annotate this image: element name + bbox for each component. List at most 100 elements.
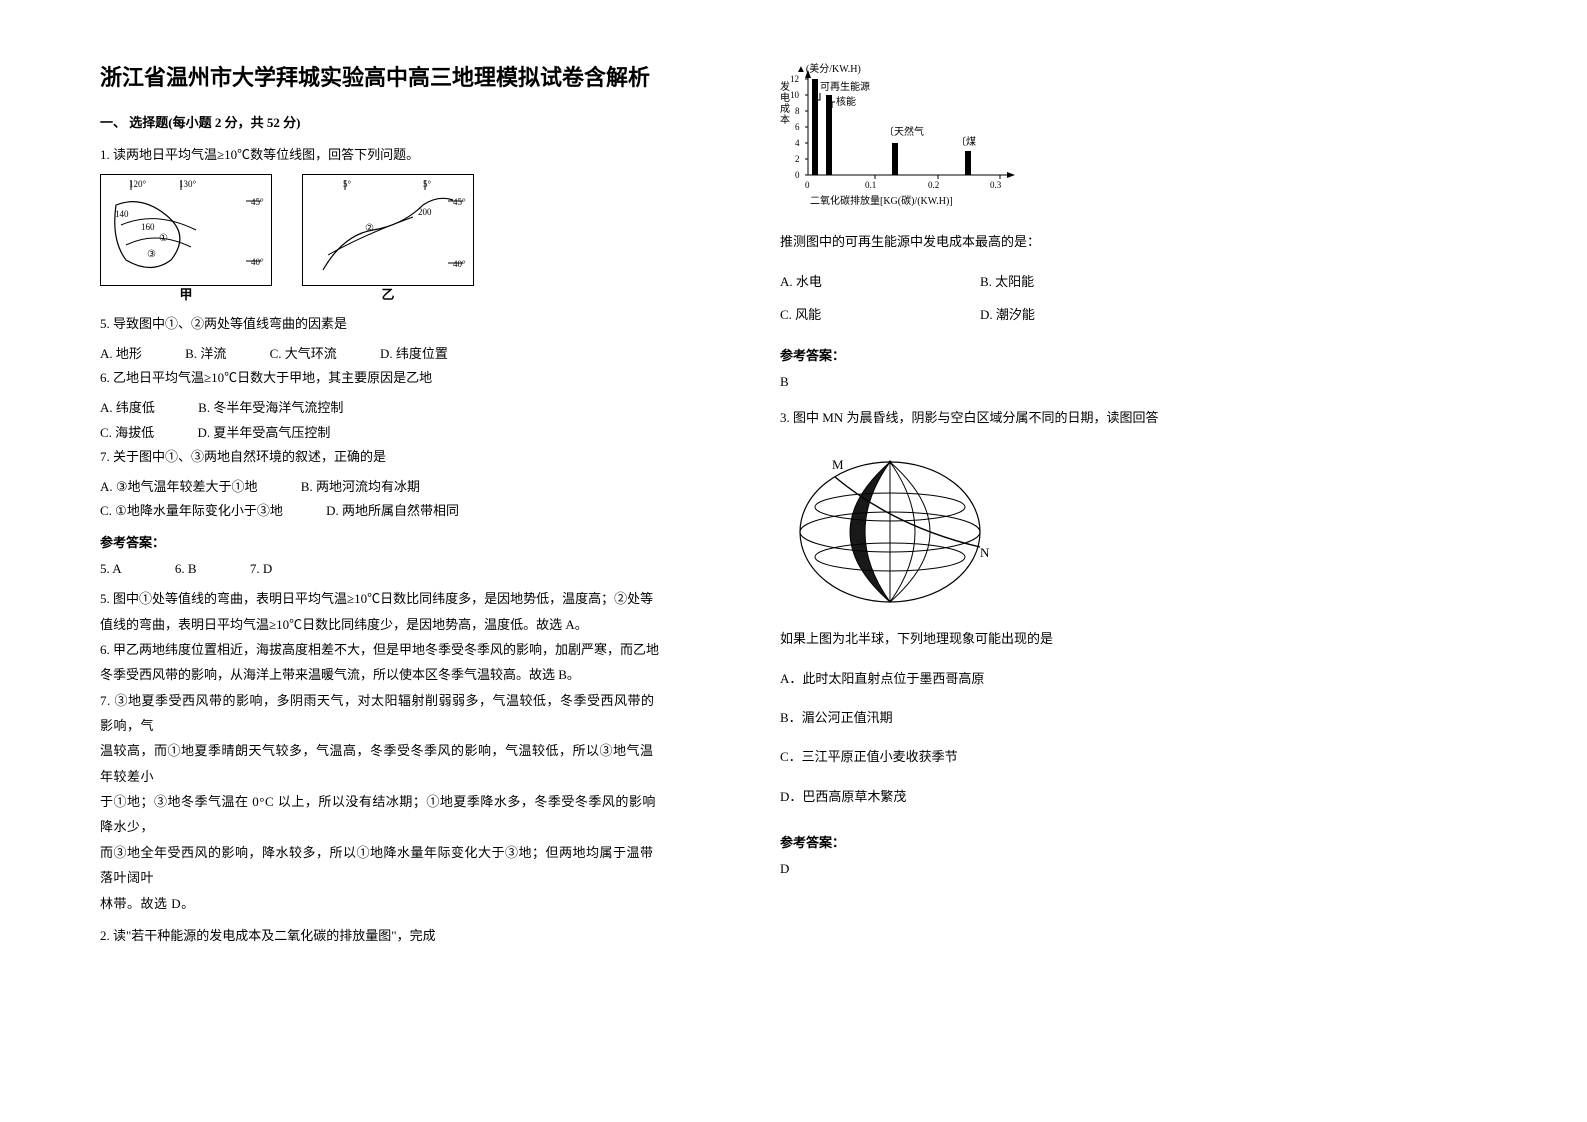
svg-text:10: 10 xyxy=(790,90,800,100)
q2-answer: B xyxy=(780,370,1340,393)
svg-text:4: 4 xyxy=(795,138,800,148)
contour xyxy=(121,219,196,230)
lon-tick: 120° xyxy=(129,179,147,189)
opt-c: C. ①地降水量年际变化小于③地 xyxy=(100,499,283,524)
marker: ① xyxy=(159,233,168,244)
q3-sub-stem: 如果上图为北半球，下列地理现象可能出现的是 xyxy=(780,627,1340,650)
q1-sub5-stem: 5. 导致图中①、②两处等值线弯曲的因素是 xyxy=(100,312,660,335)
contour-label: 160 xyxy=(141,222,155,232)
analysis7b: 温较高，而①地夏季晴朗天气较多，气温高，冬季受冬季风的影响，气温较低，所以③地气… xyxy=(100,738,660,789)
opt-a: A. 纬度低 xyxy=(100,396,155,421)
q1-figures: 120° 130° 45° 40° 140 160 ① ③ 甲 xyxy=(100,174,660,286)
svg-text:0: 0 xyxy=(795,170,800,180)
y-unit: ▲(美分/KW.H) xyxy=(796,62,861,75)
opt-c: C. 海拔低 xyxy=(100,421,154,446)
bar-label: 〔天然气 xyxy=(884,125,924,138)
ans7: 7. D xyxy=(250,561,272,576)
answer-label: 参考答案： xyxy=(100,532,660,551)
svg-text:0.3: 0.3 xyxy=(990,180,1002,190)
opt-d: D. 夏半年受高气压控制 xyxy=(197,421,330,446)
lat-tick: 40° xyxy=(251,257,264,267)
bar-label: 可再生能源 xyxy=(820,80,870,93)
q1-figure-jia: 120° 130° 45° 40° 140 160 ① ③ 甲 xyxy=(100,174,272,286)
q2-opts-row2: C. 风能 D. 潮汐能 xyxy=(780,304,1340,323)
svg-text:0: 0 xyxy=(805,180,810,190)
meridian xyxy=(890,462,930,602)
q3-stem: 3. 图中 MN 为晨昏线，阴影与空白区域分属不同的日期，读图回答 xyxy=(780,406,1340,429)
opt-b: B. 冬半年受海洋气流控制 xyxy=(198,396,343,421)
ans6: 6. B xyxy=(175,561,197,576)
fig-caption-jia: 甲 xyxy=(179,284,192,303)
analysis6: 6. 甲乙两地纬度位置相近，海拔高度相差不大，但是甲地冬季受冬季风的影响，加剧严… xyxy=(100,637,660,688)
analysis5: 5. 图中①处等值线的弯曲，表明日平均气温≥10℃日数比同纬度多，是因地势低，温… xyxy=(100,586,660,637)
exam-page: 浙江省温州市大学拜城实验高中高三地理模拟试卷含解析 一、 选择题(每小题 2 分… xyxy=(0,0,1587,993)
svg-text:12: 12 xyxy=(790,74,799,84)
opt-c: C. 大气环流 xyxy=(270,342,337,367)
lon-tick: 5° xyxy=(343,179,352,189)
analysis7e: 林带。故选 D。 xyxy=(100,891,660,916)
q1-sub6-opts: A. 纬度低 B. 冬半年受海洋气流控制 C. 海拔低 D. 夏半年受高气压控制 xyxy=(100,396,660,445)
q2-sub-stem: 推测图中的可再生能源中发电成本最高的是： xyxy=(780,230,1340,253)
q3-figure: M N xyxy=(780,437,1000,617)
bar-renewable xyxy=(812,79,818,175)
q2-opts-row1: A. 水电 B. 太阳能 xyxy=(780,271,1340,290)
spacer xyxy=(780,775,1340,785)
label-n: N xyxy=(980,545,990,560)
spacer xyxy=(780,323,1340,337)
lon-tick: 5° xyxy=(423,179,432,189)
meridian xyxy=(890,462,915,602)
y-ticks: 0 2 4 6 8 10 12 xyxy=(790,74,808,180)
opt-a: A. 地形 xyxy=(100,342,142,367)
bar-nuclear xyxy=(826,95,832,175)
spacer xyxy=(780,259,1340,271)
opt-b: B. 两地河流均有冰期 xyxy=(301,475,420,500)
spacer xyxy=(780,735,1340,745)
q3-opt-c: C．三江平原正值小麦收获季节 xyxy=(780,745,1340,768)
opt-b: B. 太阳能 xyxy=(980,271,1180,290)
spacer xyxy=(780,210,1340,230)
opt-d: D. 两地所属自然带相同 xyxy=(326,499,459,524)
fig-caption-yi: 乙 xyxy=(381,284,394,303)
marker: ② xyxy=(365,223,374,234)
exam-title: 浙江省温州市大学拜城实验高中高三地理模拟试卷含解析 xyxy=(100,60,660,92)
opt-a: A. 水电 xyxy=(780,271,980,290)
q3-opt-a: A．此时太阳直射点位于墨西哥高原 xyxy=(780,667,1340,690)
contour-label: 140 xyxy=(115,209,129,219)
map-jia-svg: 120° 130° 45° 40° 140 160 ① ③ xyxy=(101,175,271,285)
q1-stem: 1. 读两地日平均气温≥10℃数等位线图，回答下列问题。 xyxy=(100,143,660,166)
spacer xyxy=(780,290,1340,304)
q2-stem: 2. 读"若干种能源的发电成本及二氧化碳的排放量图"，完成 xyxy=(100,924,660,947)
x-ticks: 0 0.1 0.2 0.3 xyxy=(805,175,1002,190)
coastline xyxy=(323,199,453,271)
opt-d: D. 潮汐能 xyxy=(980,304,1180,323)
map-yi-svg: 5° 5° 45° 40° 200 ② xyxy=(303,175,473,285)
meridian xyxy=(865,462,890,602)
spacer xyxy=(780,696,1340,706)
spacer xyxy=(780,657,1340,667)
q3-answer: D xyxy=(780,857,1340,880)
pole-dot xyxy=(889,461,892,464)
q1-answers: 5. A 6. B 7. D xyxy=(100,557,660,580)
svg-text:8: 8 xyxy=(795,106,800,116)
svg-text:6: 6 xyxy=(795,122,800,132)
analysis7c: 于①地；③地冬季气温在 0°C 以上，所以没有结冰期；①地夏季降水多，冬季受冬季… xyxy=(100,789,660,840)
lat-tick: 40° xyxy=(453,259,466,269)
q3-opt-d: D．巴西高原草木繁茂 xyxy=(780,785,1340,808)
svg-text:0.2: 0.2 xyxy=(928,180,939,190)
globe-svg: M N xyxy=(780,437,1000,617)
q1-sub6-stem: 6. 乙地日平均气温≥10℃日数大于甲地，其主要原因是乙地 xyxy=(100,366,660,389)
q1-sub7-stem: 7. 关于图中①、③两地自然环境的叙述，正确的是 xyxy=(100,445,660,468)
bar-coal xyxy=(965,151,971,175)
y-axis-label: 发电成本 xyxy=(780,80,790,126)
q1-figure-yi: 5° 5° 45° 40° 200 ② 乙 xyxy=(302,174,474,286)
section-heading: 一、 选择题(每小题 2 分，共 52 分) xyxy=(100,112,660,131)
spacer xyxy=(780,814,1340,824)
contour-label: 200 xyxy=(418,207,432,217)
label-m: M xyxy=(832,457,844,472)
x-arrow xyxy=(1007,172,1015,178)
lat-tick: 45° xyxy=(251,197,264,207)
marker: ③ xyxy=(147,249,156,260)
svg-text:2: 2 xyxy=(795,154,800,164)
answer-label: 参考答案： xyxy=(780,832,1340,851)
bar-gas xyxy=(892,143,898,175)
